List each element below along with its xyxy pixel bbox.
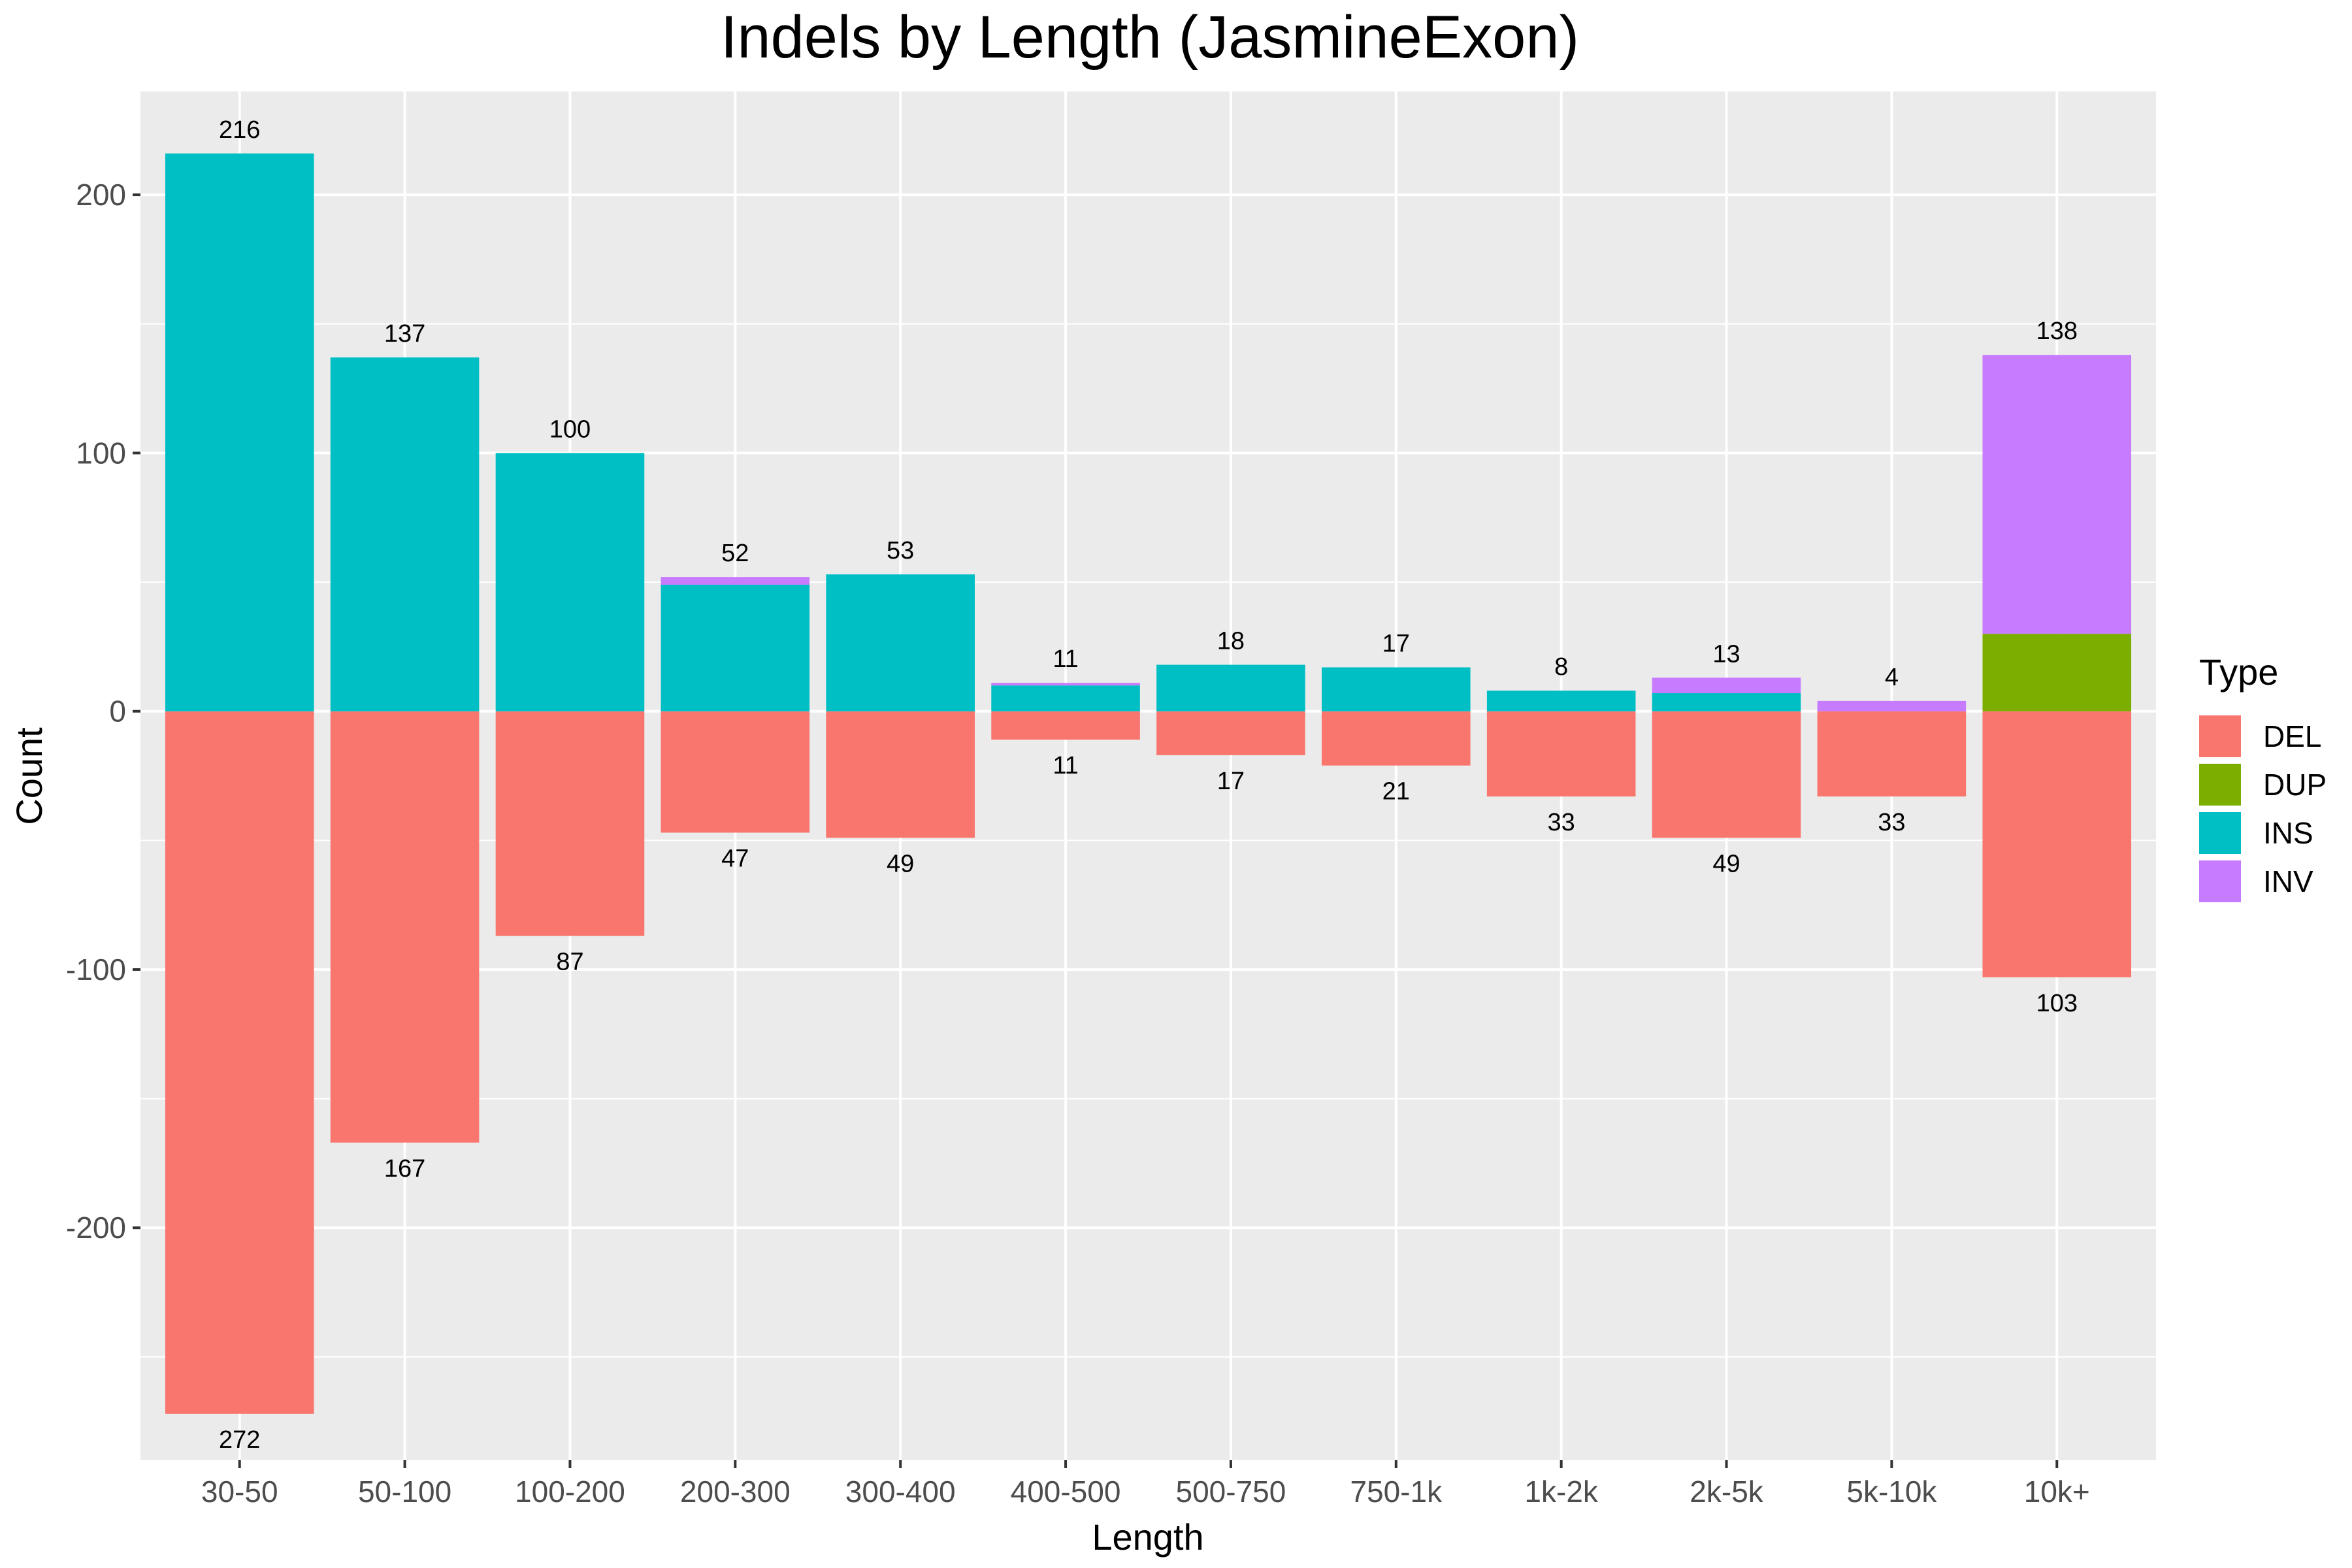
bar-label-top: 137 xyxy=(384,320,425,348)
bar-del xyxy=(991,711,1140,740)
y-axis-title: Count xyxy=(8,727,50,825)
x-tick-label: 400-500 xyxy=(1011,1475,1121,1509)
legend-swatch-dup xyxy=(2199,764,2241,806)
y-tick-label: 0 xyxy=(109,694,126,728)
bar-dup xyxy=(1982,634,2132,711)
x-tick-label: 50-100 xyxy=(358,1475,451,1509)
bar-del xyxy=(1817,711,1967,797)
bar-inv xyxy=(661,577,810,585)
x-tick-label: 100-200 xyxy=(515,1475,625,1509)
bar-ins xyxy=(1156,664,1305,711)
bar-label-top: 100 xyxy=(549,416,591,443)
bar-inv xyxy=(991,683,1140,686)
bar-label-top: 4 xyxy=(1885,664,1899,691)
bar-del xyxy=(330,711,480,1143)
bar-label-bottom: 272 xyxy=(219,1426,260,1454)
bar-ins xyxy=(1486,691,1636,711)
legend-label-ins: INS xyxy=(2263,816,2313,850)
bar-label-top: 11 xyxy=(1053,645,1078,673)
bar-label-top: 52 xyxy=(721,540,749,567)
bar-ins xyxy=(661,584,810,711)
y-axis-ticks: -200 -100 0 100 200 xyxy=(66,178,140,1245)
bar-label-top: 216 xyxy=(219,116,260,144)
legend-label-inv: INV xyxy=(2263,864,2313,898)
x-axis-ticks: 30-50 50-100 100-200 200-300 300-400 400-500 5… xyxy=(201,1460,2090,1509)
bar-del xyxy=(1486,711,1636,797)
x-tick-label: 500-750 xyxy=(1176,1475,1286,1509)
legend-swatch-ins xyxy=(2199,812,2241,854)
bar-inv xyxy=(1652,678,1801,694)
bar-label-top: 53 xyxy=(887,537,914,564)
legend-label-del: DEL xyxy=(2263,719,2321,753)
bar-label-bottom: 167 xyxy=(384,1155,425,1183)
chart-title: Indels by Length (JasmineExon) xyxy=(721,4,1579,71)
bar-del xyxy=(1156,711,1305,755)
x-tick-label: 300-400 xyxy=(845,1475,956,1509)
y-tick-label: 100 xyxy=(76,436,126,470)
x-tick-label: 2k-5k xyxy=(1690,1475,1763,1509)
x-tick-label: 750-1k xyxy=(1350,1475,1443,1509)
legend-swatch-inv xyxy=(2199,860,2241,902)
x-tick-label: 200-300 xyxy=(680,1475,791,1509)
x-tick-label: 30-50 xyxy=(201,1475,278,1509)
bar-del xyxy=(1982,711,2132,977)
bar-labels: 216 272 137 167 100 87 52 47 53 49 11 11 18 17 17 21 8 33… xyxy=(219,116,2078,1454)
bar-label-top: 138 xyxy=(2036,318,2078,345)
legend-label-dup: DUP xyxy=(2263,768,2327,802)
bar-ins xyxy=(495,453,645,711)
x-tick-label: 5k-10k xyxy=(1846,1475,1937,1509)
bar-ins xyxy=(1652,693,1801,711)
bar-label-bottom: 87 xyxy=(556,949,583,976)
bar-del xyxy=(1652,711,1801,838)
bar-label-top: 17 xyxy=(1382,630,1410,657)
bar-label-bottom: 103 xyxy=(2036,990,2078,1017)
bar-label-bottom: 49 xyxy=(1712,850,1740,877)
x-tick-label: 10k+ xyxy=(2024,1475,2090,1509)
bar-inv xyxy=(1817,700,1967,711)
bar-label-bottom: 49 xyxy=(887,850,914,877)
bar-inv xyxy=(1982,355,2132,634)
bar-del xyxy=(661,711,810,833)
bar-del xyxy=(1322,711,1471,766)
y-tick-label: -200 xyxy=(66,1211,126,1245)
bar-label-bottom: 21 xyxy=(1382,778,1410,806)
bar-ins xyxy=(330,357,480,711)
legend-title: Type xyxy=(2199,651,2278,693)
y-tick-label: -100 xyxy=(66,953,126,987)
bar-label-bottom: 47 xyxy=(721,845,749,872)
y-tick-label: 200 xyxy=(76,178,126,212)
bar-label-bottom: 11 xyxy=(1053,752,1078,779)
bar-label-bottom: 17 xyxy=(1217,768,1245,795)
bar-ins xyxy=(991,685,1140,711)
bar-del xyxy=(495,711,645,936)
legend: Type DEL DUP INS INV xyxy=(2199,651,2327,902)
bar-label-top: 13 xyxy=(1712,640,1740,668)
bar-label-top: 18 xyxy=(1217,628,1245,655)
bars xyxy=(165,153,2132,1414)
legend-items: DEL DUP INS INV xyxy=(2199,715,2327,902)
bar-ins xyxy=(826,574,975,711)
bar-ins xyxy=(165,153,314,711)
bar-label-bottom: 33 xyxy=(1878,809,1905,836)
bar-del xyxy=(826,711,975,838)
legend-swatch-del xyxy=(2199,715,2241,757)
bar-del xyxy=(165,711,314,1414)
bar-ins xyxy=(1322,667,1471,711)
bar-label-bottom: 33 xyxy=(1548,809,1575,836)
x-axis-title: Length xyxy=(1092,1516,1203,1558)
bar-label-top: 8 xyxy=(1554,653,1568,681)
x-tick-label: 1k-2k xyxy=(1524,1475,1598,1509)
